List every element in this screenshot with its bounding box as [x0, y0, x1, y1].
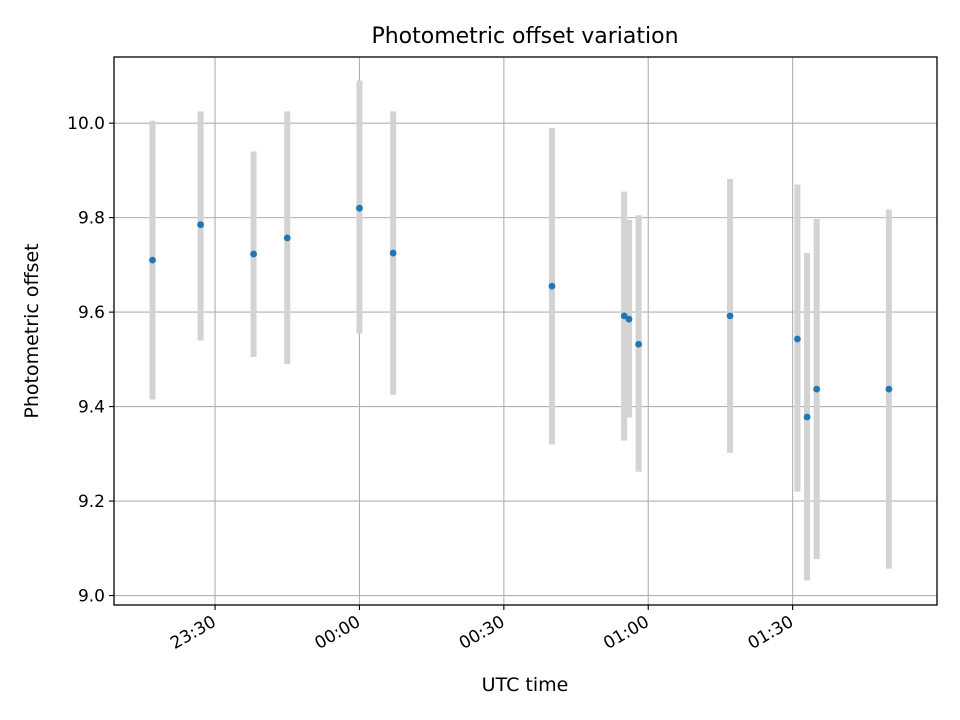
data-point: [389, 249, 397, 257]
data-point: [885, 385, 893, 393]
chart-title: Photometric offset variation: [371, 24, 678, 49]
y-tick-label: 9.6: [78, 303, 105, 323]
data-point: [197, 221, 205, 229]
data-point: [356, 204, 363, 212]
y-tick-label: 9.0: [78, 587, 105, 607]
data-point: [548, 282, 556, 290]
y-tick-label: 9.2: [78, 492, 105, 512]
data-point: [803, 413, 811, 421]
x-axis-label: UTC time: [482, 674, 569, 696]
plot-frame: [113, 56, 938, 606]
data-point: [813, 385, 821, 393]
y-tick-label: 10.0: [67, 114, 105, 134]
data-point: [283, 234, 291, 242]
y-axis-ticks: 9.0 9.2 9.4 9.6 9.8 10.0: [67, 114, 114, 607]
y-tick-label: 9.8: [78, 209, 105, 229]
data-points: [149, 204, 893, 421]
data-point: [625, 315, 633, 323]
data-point: [250, 250, 257, 258]
data-point: [149, 256, 156, 264]
data-point: [726, 312, 734, 320]
y-tick-label: 9.4: [78, 398, 105, 418]
data-point: [794, 335, 801, 343]
data-point: [635, 340, 643, 348]
y-axis-label: Photometric offset: [21, 243, 43, 418]
data-point: [620, 312, 628, 320]
